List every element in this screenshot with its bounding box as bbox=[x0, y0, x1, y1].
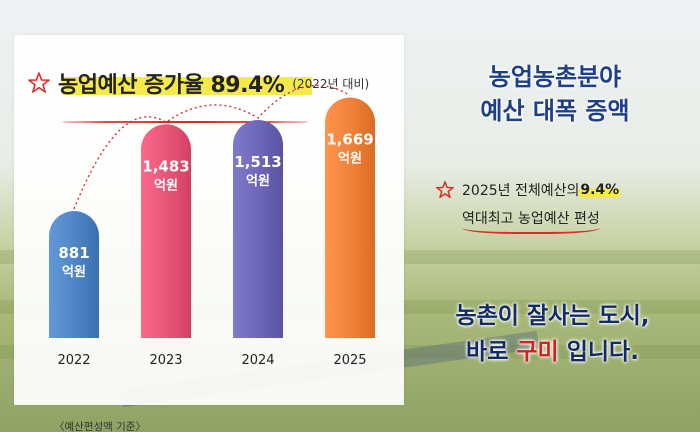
headline-underline bbox=[62, 121, 308, 123]
slogan-line1: 농촌이 잘사는 도시, bbox=[455, 303, 650, 329]
headline-highlight bbox=[62, 77, 312, 95]
x-tick-label: 2023 bbox=[149, 353, 182, 368]
slogan-suffix: 입니다. bbox=[558, 339, 639, 365]
chart-footnote: 〈예산편성액 기준〉 bbox=[54, 421, 146, 432]
bar-value-label: 881 bbox=[58, 244, 89, 262]
chart-title: 농업예산 증가율 89.4% bbox=[58, 73, 285, 98]
bar-unit-label: 억원 bbox=[338, 151, 362, 166]
bar-unit-label: 억원 bbox=[246, 174, 270, 189]
chart-subtitle: (2022년 대비) bbox=[292, 76, 370, 91]
budget-share-line: 2025년 전체예산의 9.4% bbox=[436, 180, 676, 200]
record-budget-text: 역대최고 농업예산 편성 bbox=[462, 208, 600, 234]
bar-unit-label: 억원 bbox=[154, 178, 178, 193]
section-title: 농업농촌분야 예산 대폭 증액 bbox=[425, 60, 685, 128]
trend-line bbox=[73, 84, 351, 210]
budget-detail: 2025년 전체예산의 9.4% 역대최고 농업예산 편성 bbox=[436, 180, 676, 234]
star-icon bbox=[28, 72, 50, 93]
section-title-line1: 농업농촌분야 bbox=[488, 63, 622, 91]
bar-unit-label: 억원 bbox=[62, 265, 86, 280]
slogan-prefix: 바로 bbox=[466, 339, 517, 365]
bar-2025 bbox=[325, 97, 375, 338]
star-icon bbox=[436, 181, 454, 199]
bar-value-label: 1,513 bbox=[234, 153, 281, 171]
bar-2023 bbox=[141, 124, 191, 338]
city-name: 구미 bbox=[516, 339, 559, 365]
section-title-line2: 예산 대폭 증액 bbox=[480, 97, 630, 125]
bar-chart: 881 억원 2022 1,483 억원 2023 1,513 억원 2024 1,669 억원 20… bbox=[49, 84, 375, 368]
chart-card: 농업예산 증가율 89.4% (2022년 대비) 881 억원 2022 1,483… bbox=[14, 35, 404, 432]
slogan-line2: 바로 구미 입니다. bbox=[415, 334, 690, 370]
bar-value-label: 1,483 bbox=[142, 157, 189, 175]
x-tick-label: 2022 bbox=[57, 353, 90, 368]
bar-2022 bbox=[49, 211, 99, 338]
x-tick-label: 2024 bbox=[241, 353, 274, 368]
chart-headline: 농업예산 증가율 89.4% (2022년 대비) bbox=[28, 63, 408, 123]
bar-2024 bbox=[233, 119, 283, 338]
bar-value-label: 1,669 bbox=[326, 130, 373, 148]
x-tick-label: 2025 bbox=[333, 353, 366, 368]
slogan: 농촌이 잘사는 도시, 바로 구미 입니다. bbox=[415, 298, 690, 370]
budget-share-percent: 9.4% bbox=[579, 182, 621, 198]
budget-share-text: 2025년 전체예산의 bbox=[462, 183, 580, 199]
